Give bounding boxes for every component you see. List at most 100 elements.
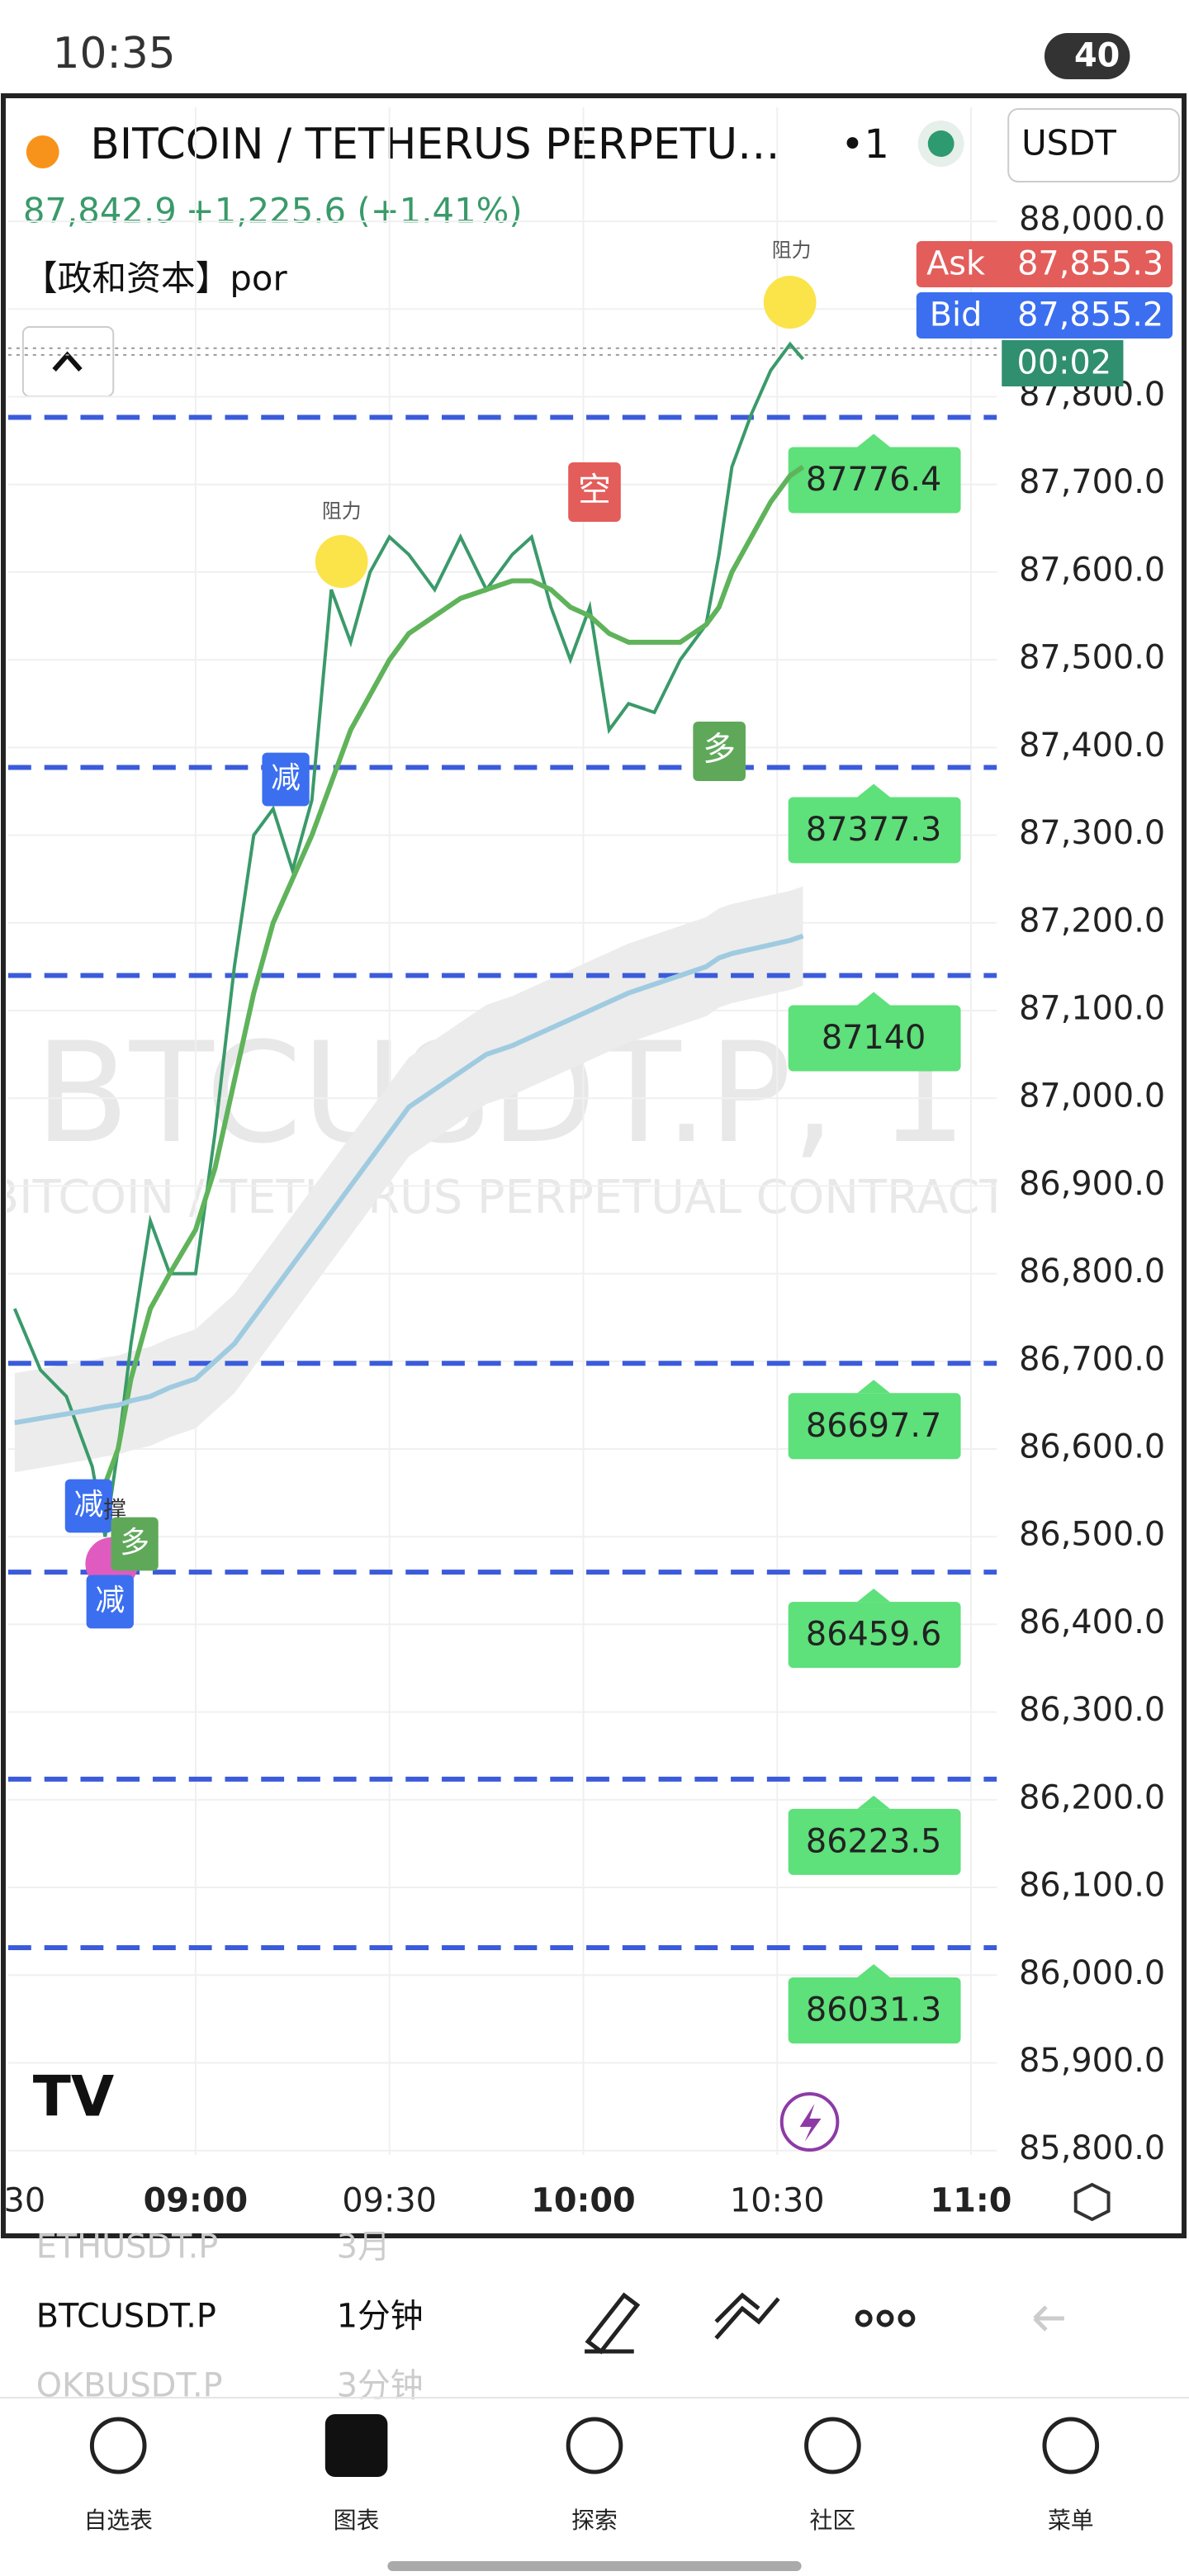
level-tag bbox=[788, 1977, 961, 2044]
countdown-tag bbox=[1002, 340, 1124, 386]
marker-label: 阻力 bbox=[772, 239, 812, 262]
battery-level: 40 bbox=[1074, 36, 1120, 74]
tab-bar: 自选表 图表 探索 社区 菜单 bbox=[83, 2414, 1100, 2534]
y-tick-label: 87,700.0 bbox=[1019, 463, 1165, 501]
tab-label[interactable]: 社区 bbox=[810, 2507, 856, 2534]
x-tick-label: 30 bbox=[4, 2181, 46, 2219]
tab-icon[interactable] bbox=[804, 2417, 861, 2474]
tab-label[interactable]: 图表 bbox=[334, 2507, 380, 2534]
tab-label[interactable]: 探索 bbox=[571, 2507, 618, 2534]
marker-box bbox=[693, 722, 746, 781]
series-line bbox=[14, 933, 804, 1426]
more-tools[interactable] bbox=[855, 2309, 916, 2327]
flash-button[interactable] bbox=[779, 2092, 840, 2152]
level-label: 86223.5 bbox=[806, 1822, 941, 1860]
countdown: 00:02 bbox=[1017, 343, 1112, 381]
quote-name: Bid bbox=[930, 296, 983, 334]
y-tick-label: 87,400.0 bbox=[1019, 727, 1165, 765]
axes: 88,000.087,900.087,800.087,700.087,600.0… bbox=[4, 201, 1173, 2220]
undo[interactable] bbox=[1033, 2305, 1064, 2332]
y-tick-label: 87,500.0 bbox=[1019, 639, 1165, 677]
level-tag bbox=[788, 1393, 961, 1460]
marker-label: 多 bbox=[120, 1526, 149, 1560]
tab-icon[interactable] bbox=[89, 2417, 147, 2474]
list-symbol[interactable]: BTCUSDT.P bbox=[36, 2297, 216, 2335]
y-tick-label: 86,900.0 bbox=[1019, 1165, 1165, 1203]
list-interval[interactable]: 3分钟 bbox=[337, 2366, 424, 2404]
trend-tool[interactable] bbox=[714, 2292, 780, 2340]
list-symbol[interactable]: OKBUSDT.P bbox=[36, 2366, 223, 2404]
level-tag bbox=[788, 447, 961, 514]
y-tick-label: 87,000.0 bbox=[1019, 1077, 1165, 1115]
y-tick-label: 86,200.0 bbox=[1019, 1778, 1165, 1816]
tab-icon[interactable] bbox=[1042, 2417, 1100, 2474]
tab-icon-bg[interactable] bbox=[324, 2414, 388, 2477]
chart-frame bbox=[0, 93, 1187, 2238]
home-indicator bbox=[387, 2561, 802, 2571]
level-tag bbox=[788, 1602, 961, 1669]
level-label: 86031.3 bbox=[806, 1991, 941, 2029]
y-tick-label: 86,500.0 bbox=[1019, 1516, 1165, 1554]
level-tag-arrow bbox=[857, 1964, 891, 1978]
x-tick-label: 10:30 bbox=[730, 2181, 825, 2219]
draw-tool[interactable] bbox=[585, 2292, 641, 2355]
marker-box bbox=[64, 1479, 113, 1533]
y-tick-label: 86,300.0 bbox=[1019, 1691, 1165, 1729]
collapse-button[interactable] bbox=[21, 326, 115, 397]
settings-icon[interactable] bbox=[1073, 2182, 1111, 2222]
tab-icon[interactable] bbox=[566, 2417, 623, 2474]
list-interval[interactable]: 1分钟 bbox=[337, 2297, 424, 2335]
interval[interactable]: •1 bbox=[841, 122, 889, 168]
level-label: 87776.4 bbox=[806, 461, 941, 499]
y-tick-label: 86,400.0 bbox=[1019, 1603, 1165, 1641]
y-tick-label: 88,000.0 bbox=[1019, 201, 1165, 239]
y-tick-label: 87,600.0 bbox=[1019, 551, 1165, 589]
marker-box bbox=[262, 752, 310, 807]
y-tick-label: 87,300.0 bbox=[1019, 814, 1165, 852]
ma-band bbox=[14, 886, 803, 1473]
marker-label: 减 bbox=[74, 1488, 104, 1522]
x-tick-label: 09:30 bbox=[342, 2181, 437, 2219]
flash-icon[interactable] bbox=[799, 2104, 822, 2142]
series-line bbox=[102, 464, 805, 1485]
currency[interactable]: USDT bbox=[1021, 122, 1116, 163]
price-change: +1,225.6 (+1.41%) bbox=[186, 190, 523, 230]
tab-label[interactable]: 菜单 bbox=[1048, 2507, 1094, 2534]
level-tag-arrow bbox=[857, 992, 891, 1006]
resistance-dot bbox=[763, 276, 817, 329]
level-label: 86697.7 bbox=[806, 1407, 941, 1445]
currency-select[interactable] bbox=[1007, 108, 1181, 182]
marker-box bbox=[86, 1574, 134, 1629]
level-tag-arrow bbox=[857, 1589, 891, 1603]
marker-label: 空 bbox=[578, 471, 611, 509]
y-tick-label: 86,100.0 bbox=[1019, 1866, 1165, 1904]
level-tag-arrow bbox=[857, 1795, 891, 1809]
list-symbol[interactable]: ETHUSDT.P bbox=[36, 2228, 218, 2266]
x-tick-label: 11:0 bbox=[931, 2181, 1012, 2219]
resistance-dot bbox=[315, 535, 368, 588]
y-tick-label: 86,600.0 bbox=[1019, 1428, 1165, 1466]
quote-tag bbox=[916, 241, 1173, 287]
y-tick-label: 87,200.0 bbox=[1019, 902, 1165, 940]
level-tag bbox=[788, 1005, 961, 1072]
tab-label[interactable]: 自选表 bbox=[83, 2507, 152, 2534]
quote-price: 87,855.2 bbox=[1017, 296, 1163, 334]
y-tick-label: 86,800.0 bbox=[1019, 1252, 1165, 1290]
level-tag-arrow bbox=[857, 784, 891, 798]
y-tick-label: 86,700.0 bbox=[1019, 1340, 1165, 1378]
symbol-title[interactable]: BITCOIN / TETHERUS PERPETU… bbox=[90, 120, 779, 169]
level-label: 87377.3 bbox=[806, 811, 941, 849]
status-dot bbox=[927, 130, 955, 157]
level-tag bbox=[788, 797, 961, 864]
logo: TV bbox=[33, 2063, 115, 2129]
level-label: 86459.6 bbox=[806, 1616, 941, 1654]
list-interval[interactable]: 3月 bbox=[337, 2228, 391, 2266]
x-tick-label: 10:00 bbox=[531, 2181, 636, 2219]
level-tag-arrow bbox=[857, 433, 891, 447]
x-tick-label: 09:00 bbox=[144, 2181, 249, 2219]
y-tick-label: 86,000.0 bbox=[1019, 1954, 1165, 1992]
quote-price: 87,855.3 bbox=[1017, 244, 1163, 282]
